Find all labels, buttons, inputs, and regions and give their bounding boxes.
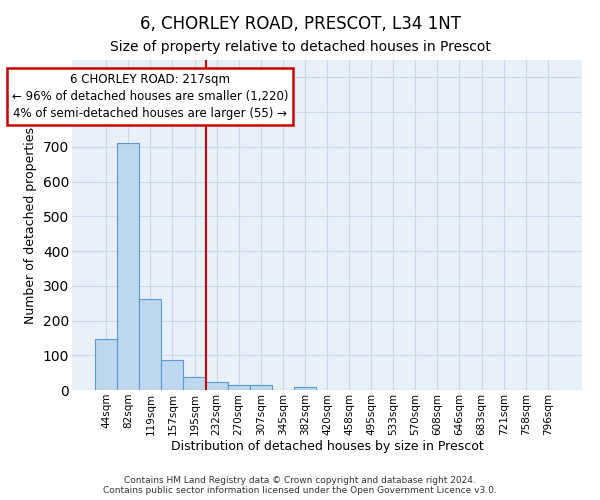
Bar xyxy=(294,386,316,390)
Bar xyxy=(95,338,117,390)
Text: 6, CHORLEY ROAD, PRESCOT, L34 1NT: 6, CHORLEY ROAD, PRESCOT, L34 1NT xyxy=(139,15,461,33)
Bar xyxy=(206,382,227,390)
Text: Contains HM Land Registry data © Crown copyright and database right 2024.
Contai: Contains HM Land Registry data © Crown c… xyxy=(103,476,497,495)
Bar xyxy=(117,142,139,390)
Text: Size of property relative to detached houses in Prescot: Size of property relative to detached ho… xyxy=(110,40,490,54)
Y-axis label: Number of detached properties: Number of detached properties xyxy=(24,126,37,324)
X-axis label: Distribution of detached houses by size in Prescot: Distribution of detached houses by size … xyxy=(170,440,484,454)
Bar xyxy=(227,386,250,390)
Text: 6 CHORLEY ROAD: 217sqm
← 96% of detached houses are smaller (1,220)
4% of semi-d: 6 CHORLEY ROAD: 217sqm ← 96% of detached… xyxy=(12,73,289,120)
Bar xyxy=(184,378,206,390)
Bar xyxy=(139,298,161,390)
Bar xyxy=(250,386,272,390)
Bar xyxy=(161,360,184,390)
